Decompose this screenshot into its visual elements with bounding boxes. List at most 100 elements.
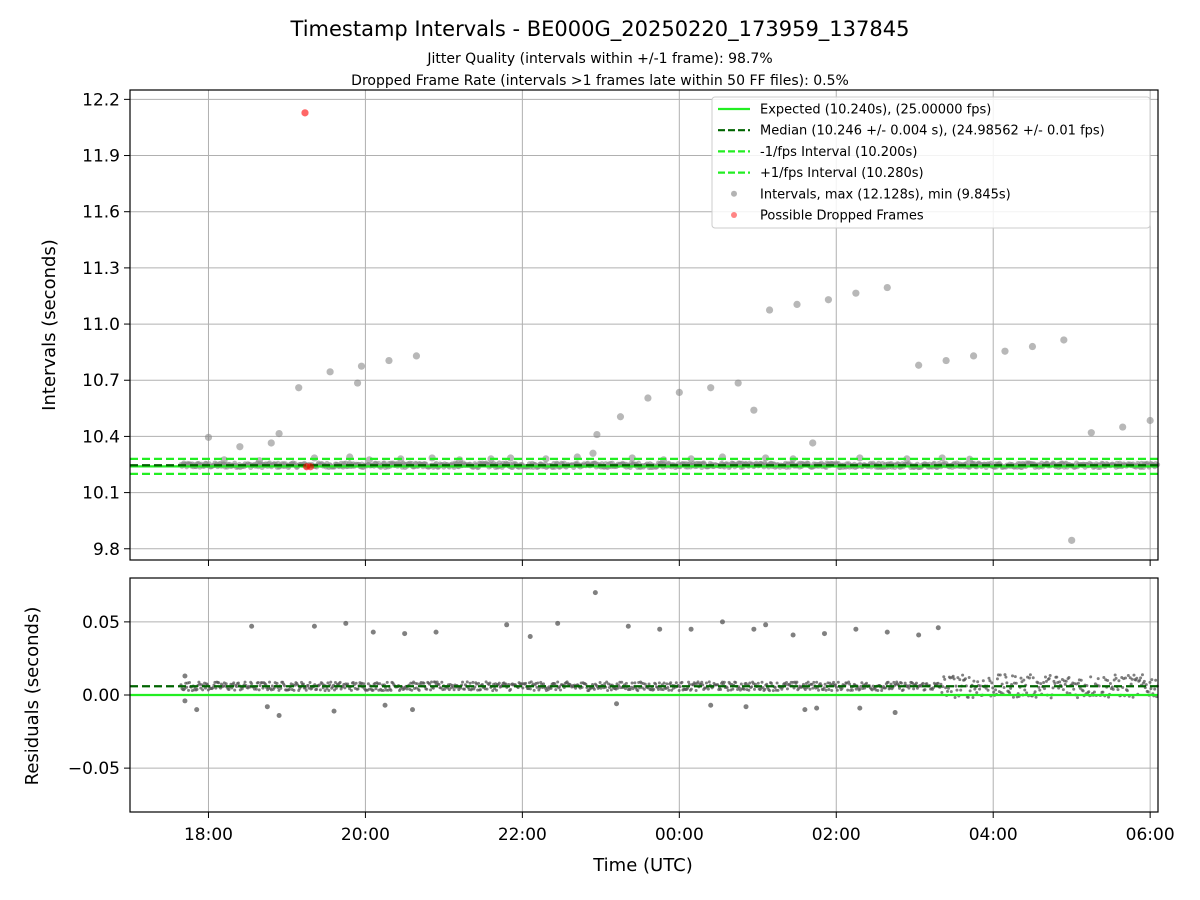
interval-point — [1048, 673, 1052, 677]
interval-point — [1146, 690, 1150, 694]
interval-point — [921, 681, 925, 685]
interval-point — [447, 688, 451, 692]
interval-point — [915, 361, 923, 369]
interval-point — [958, 678, 962, 682]
interval-point — [769, 681, 773, 685]
x-tick-label: 06:00 — [1126, 825, 1175, 845]
interval-point — [966, 455, 974, 463]
interval-point — [652, 687, 656, 691]
interval-point — [742, 687, 746, 691]
interval-point — [1075, 696, 1079, 700]
interval-point — [354, 681, 358, 685]
interval-point — [987, 676, 991, 680]
interval-point — [527, 634, 533, 639]
interval-point — [1051, 686, 1055, 690]
interval-point — [1060, 336, 1068, 344]
interval-point — [865, 681, 869, 685]
interval-point — [182, 673, 188, 679]
interval-point — [194, 707, 200, 713]
interval-point — [1096, 677, 1100, 681]
interval-point — [461, 680, 465, 684]
interval-point — [471, 680, 475, 684]
interval-point — [440, 680, 444, 684]
interval-point — [1140, 673, 1144, 677]
interval-point — [978, 687, 982, 691]
interval-point — [422, 681, 426, 685]
interval-point — [451, 685, 455, 689]
interval-point — [827, 687, 831, 691]
interval-point — [1116, 688, 1120, 692]
interval-point — [374, 687, 378, 691]
interval-point — [203, 686, 207, 690]
interval-point — [981, 679, 985, 683]
interval-point — [334, 686, 338, 690]
legend-marker — [731, 212, 737, 218]
interval-point — [389, 688, 393, 692]
y-tick-label: 0.00 — [82, 686, 120, 706]
interval-point — [1113, 673, 1117, 677]
interval-point — [883, 283, 891, 292]
interval-point — [325, 687, 329, 691]
interval-point — [624, 681, 628, 685]
interval-point — [936, 681, 940, 685]
interval-point — [1044, 679, 1048, 683]
interval-point — [1117, 679, 1121, 683]
interval-point — [824, 688, 828, 692]
legend: Expected (10.240s), (25.00000 fps) Median… — [711, 96, 1151, 229]
interval-point — [822, 686, 826, 690]
interval-point — [275, 681, 279, 685]
interval-point — [995, 677, 999, 681]
interval-point — [975, 691, 979, 695]
interval-point — [292, 688, 296, 692]
bottom-y-axis-label: Residuals (seconds) — [22, 607, 43, 786]
interval-point — [850, 688, 854, 692]
interval-point — [657, 626, 663, 632]
interval-point — [473, 685, 477, 689]
interval-point — [429, 688, 433, 692]
interval-point — [898, 686, 902, 690]
interval-point — [942, 356, 950, 365]
interval-point — [686, 686, 690, 690]
interval-point — [899, 681, 903, 685]
interval-point — [835, 688, 839, 692]
interval-point — [277, 688, 281, 692]
interval-point — [268, 680, 272, 684]
interval-point — [323, 689, 327, 693]
interval-point — [704, 681, 708, 685]
interval-point — [415, 682, 419, 686]
interval-point — [599, 686, 603, 690]
interval-point — [343, 620, 349, 626]
interval-point — [1063, 682, 1067, 686]
interval-point — [647, 682, 651, 686]
interval-point — [739, 682, 743, 686]
interval-point — [301, 682, 305, 686]
interval-point — [806, 680, 810, 684]
interval-point — [802, 707, 808, 713]
interval-point — [785, 680, 789, 684]
y-tick-label: 9.8 — [93, 540, 120, 560]
interval-point — [901, 688, 905, 692]
interval-point — [976, 680, 980, 684]
interval-point — [236, 443, 244, 451]
interval-point — [1047, 677, 1051, 681]
interval-point — [311, 623, 317, 629]
interval-point — [815, 680, 819, 684]
interval-point — [951, 674, 955, 678]
interval-point — [1153, 687, 1157, 691]
interval-point — [385, 680, 389, 684]
interval-point — [349, 688, 353, 692]
interval-point — [553, 682, 557, 686]
interval-point — [224, 682, 228, 686]
x-tick-label: 04:00 — [969, 825, 1018, 845]
interval-point — [315, 687, 319, 691]
interval-point — [670, 688, 674, 692]
interval-point — [1131, 695, 1135, 699]
interval-point — [1005, 681, 1009, 685]
y-tick-label: 11.0 — [82, 315, 120, 335]
interval-point — [261, 686, 265, 690]
interval-point — [916, 632, 922, 638]
interval-point — [876, 689, 880, 693]
chart-title: Timestamp Intervals - BE000G_20250220_17… — [290, 17, 910, 42]
interval-point — [763, 622, 769, 628]
interval-point — [204, 433, 213, 441]
